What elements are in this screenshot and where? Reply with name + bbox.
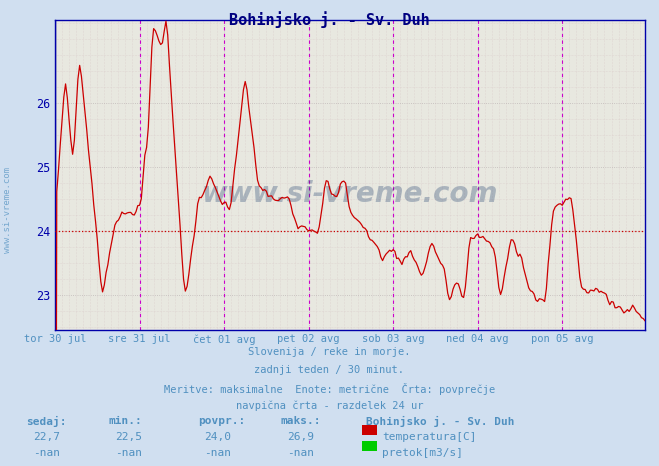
- Text: www.si-vreme.com: www.si-vreme.com: [202, 179, 498, 207]
- Text: -nan: -nan: [33, 448, 60, 458]
- Text: Meritve: maksimalne  Enote: metrične  Črta: povprečje: Meritve: maksimalne Enote: metrične Črta…: [164, 383, 495, 395]
- Text: temperatura[C]: temperatura[C]: [382, 432, 476, 442]
- Text: Slovenija / reke in morje.: Slovenija / reke in morje.: [248, 347, 411, 357]
- Text: navpična črta - razdelek 24 ur: navpična črta - razdelek 24 ur: [236, 400, 423, 411]
- Text: pretok[m3/s]: pretok[m3/s]: [382, 448, 463, 458]
- Text: -nan: -nan: [287, 448, 314, 458]
- Text: -nan: -nan: [115, 448, 142, 458]
- Text: 22,7: 22,7: [33, 432, 60, 442]
- Text: maks.:: maks.:: [280, 416, 320, 425]
- Text: Bohinjsko j. - Sv. Duh: Bohinjsko j. - Sv. Duh: [366, 416, 514, 427]
- Text: sedaj:: sedaj:: [26, 416, 67, 427]
- Text: 22,5: 22,5: [115, 432, 142, 442]
- Text: 26,9: 26,9: [287, 432, 314, 442]
- Text: zadnji teden / 30 minut.: zadnji teden / 30 minut.: [254, 365, 405, 375]
- Text: min.:: min.:: [109, 416, 142, 425]
- Text: Bohinjsko j. - Sv. Duh: Bohinjsko j. - Sv. Duh: [229, 12, 430, 28]
- Text: povpr.:: povpr.:: [198, 416, 245, 425]
- Text: 24,0: 24,0: [204, 432, 231, 442]
- Text: -nan: -nan: [204, 448, 231, 458]
- Text: www.si-vreme.com: www.si-vreme.com: [3, 167, 13, 253]
